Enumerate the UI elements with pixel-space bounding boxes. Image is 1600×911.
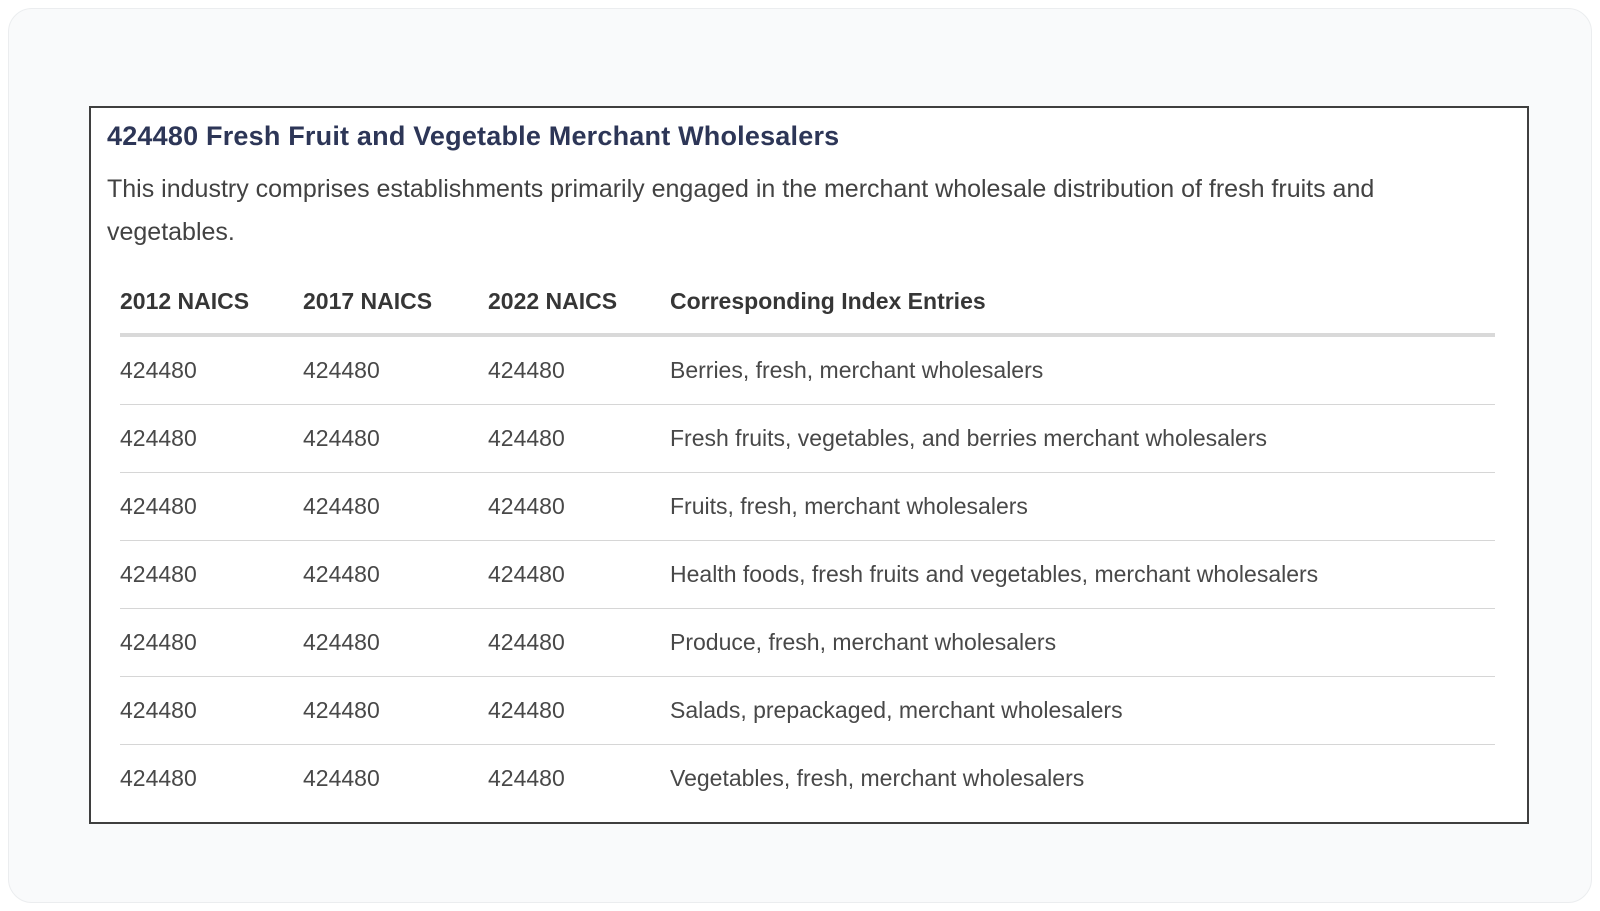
cell-2012-naics: 424480 bbox=[120, 472, 303, 541]
table-row: 424480 424480 424480 Fruits, fresh, merc… bbox=[120, 472, 1495, 541]
cell-index-entry: Produce, fresh, merchant wholesalers bbox=[670, 608, 1495, 677]
table-row: 424480 424480 424480 Health foods, fresh… bbox=[120, 540, 1495, 609]
cell-2022-naics: 424480 bbox=[488, 472, 670, 541]
cell-2022-naics: 424480 bbox=[488, 676, 670, 745]
cell-2022-naics: 424480 bbox=[488, 335, 670, 405]
cell-2022-naics: 424480 bbox=[488, 404, 670, 473]
table-row: 424480 424480 424480 Berries, fresh, mer… bbox=[120, 335, 1495, 405]
table-header: 2012 NAICS 2017 NAICS 2022 NAICS Corresp… bbox=[120, 282, 1495, 337]
cell-index-entry: Vegetables, fresh, merchant wholesalers bbox=[670, 765, 1085, 791]
table-row: 424480 424480 424480 Salads, prepackaged… bbox=[120, 676, 1495, 745]
cell-index-entry: Berries, fresh, merchant wholesalers bbox=[670, 335, 1495, 405]
table-row: 424480 424480 424480 Vegetables, fresh, … bbox=[120, 745, 1495, 813]
page-title: 424480 Fresh Fruit and Vegetable Merchan… bbox=[107, 121, 840, 151]
table-body: 424480 424480 424480 Berries, fresh, mer… bbox=[120, 335, 1495, 812]
cell-2022-naics: 424480 bbox=[488, 765, 565, 791]
cell-2012-naics: 424480 bbox=[120, 765, 197, 791]
cell-2017-naics: 424480 bbox=[303, 404, 488, 473]
cell-index-entry: Salads, prepackaged, merchant wholesaler… bbox=[670, 676, 1495, 745]
table-row: 424480 424480 424480 Fresh fruits, veget… bbox=[120, 404, 1495, 473]
cell-2012-naics: 424480 bbox=[120, 608, 303, 677]
industry-definition-box: 424480 Fresh Fruit and Vegetable Merchan… bbox=[89, 106, 1529, 824]
cell-2017-naics: 424480 bbox=[303, 472, 488, 541]
column-header-2017-naics: 2017 NAICS bbox=[303, 282, 488, 337]
table-row: 424480 424480 424480 Produce, fresh, mer… bbox=[120, 608, 1495, 677]
cell-index-entry: Fruits, fresh, merchant wholesalers bbox=[670, 472, 1495, 541]
naics-crosswalk-table: 2012 NAICS 2017 NAICS 2022 NAICS Corresp… bbox=[120, 282, 1495, 812]
cell-index-entry: Fresh fruits, vegetables, and berries me… bbox=[670, 404, 1495, 473]
cell-2022-naics: 424480 bbox=[488, 608, 670, 677]
industry-description: This industry comprises establishments p… bbox=[107, 175, 1375, 246]
cell-index-entry: Health foods, fresh fruits and vegetable… bbox=[670, 540, 1495, 609]
cell-2012-naics: 424480 bbox=[120, 404, 303, 473]
cell-2017-naics: 424480 bbox=[303, 608, 488, 677]
cell-2017-naics: 424480 bbox=[303, 765, 380, 791]
column-header-index-entries: Corresponding Index Entries bbox=[670, 282, 1495, 337]
cell-2012-naics: 424480 bbox=[120, 540, 303, 609]
table-header-row: 2012 NAICS 2017 NAICS 2022 NAICS Corresp… bbox=[120, 282, 1495, 337]
cell-2022-naics: 424480 bbox=[488, 540, 670, 609]
column-header-2022-naics: 2022 NAICS bbox=[488, 282, 670, 337]
cell-2017-naics: 424480 bbox=[303, 540, 488, 609]
cell-2017-naics: 424480 bbox=[303, 676, 488, 745]
cell-2012-naics: 424480 bbox=[120, 335, 303, 405]
cell-2017-naics: 424480 bbox=[303, 335, 488, 405]
column-header-2012-naics: 2012 NAICS bbox=[120, 282, 303, 337]
cell-2012-naics: 424480 bbox=[120, 676, 303, 745]
page-card: 424480 Fresh Fruit and Vegetable Merchan… bbox=[8, 8, 1592, 903]
